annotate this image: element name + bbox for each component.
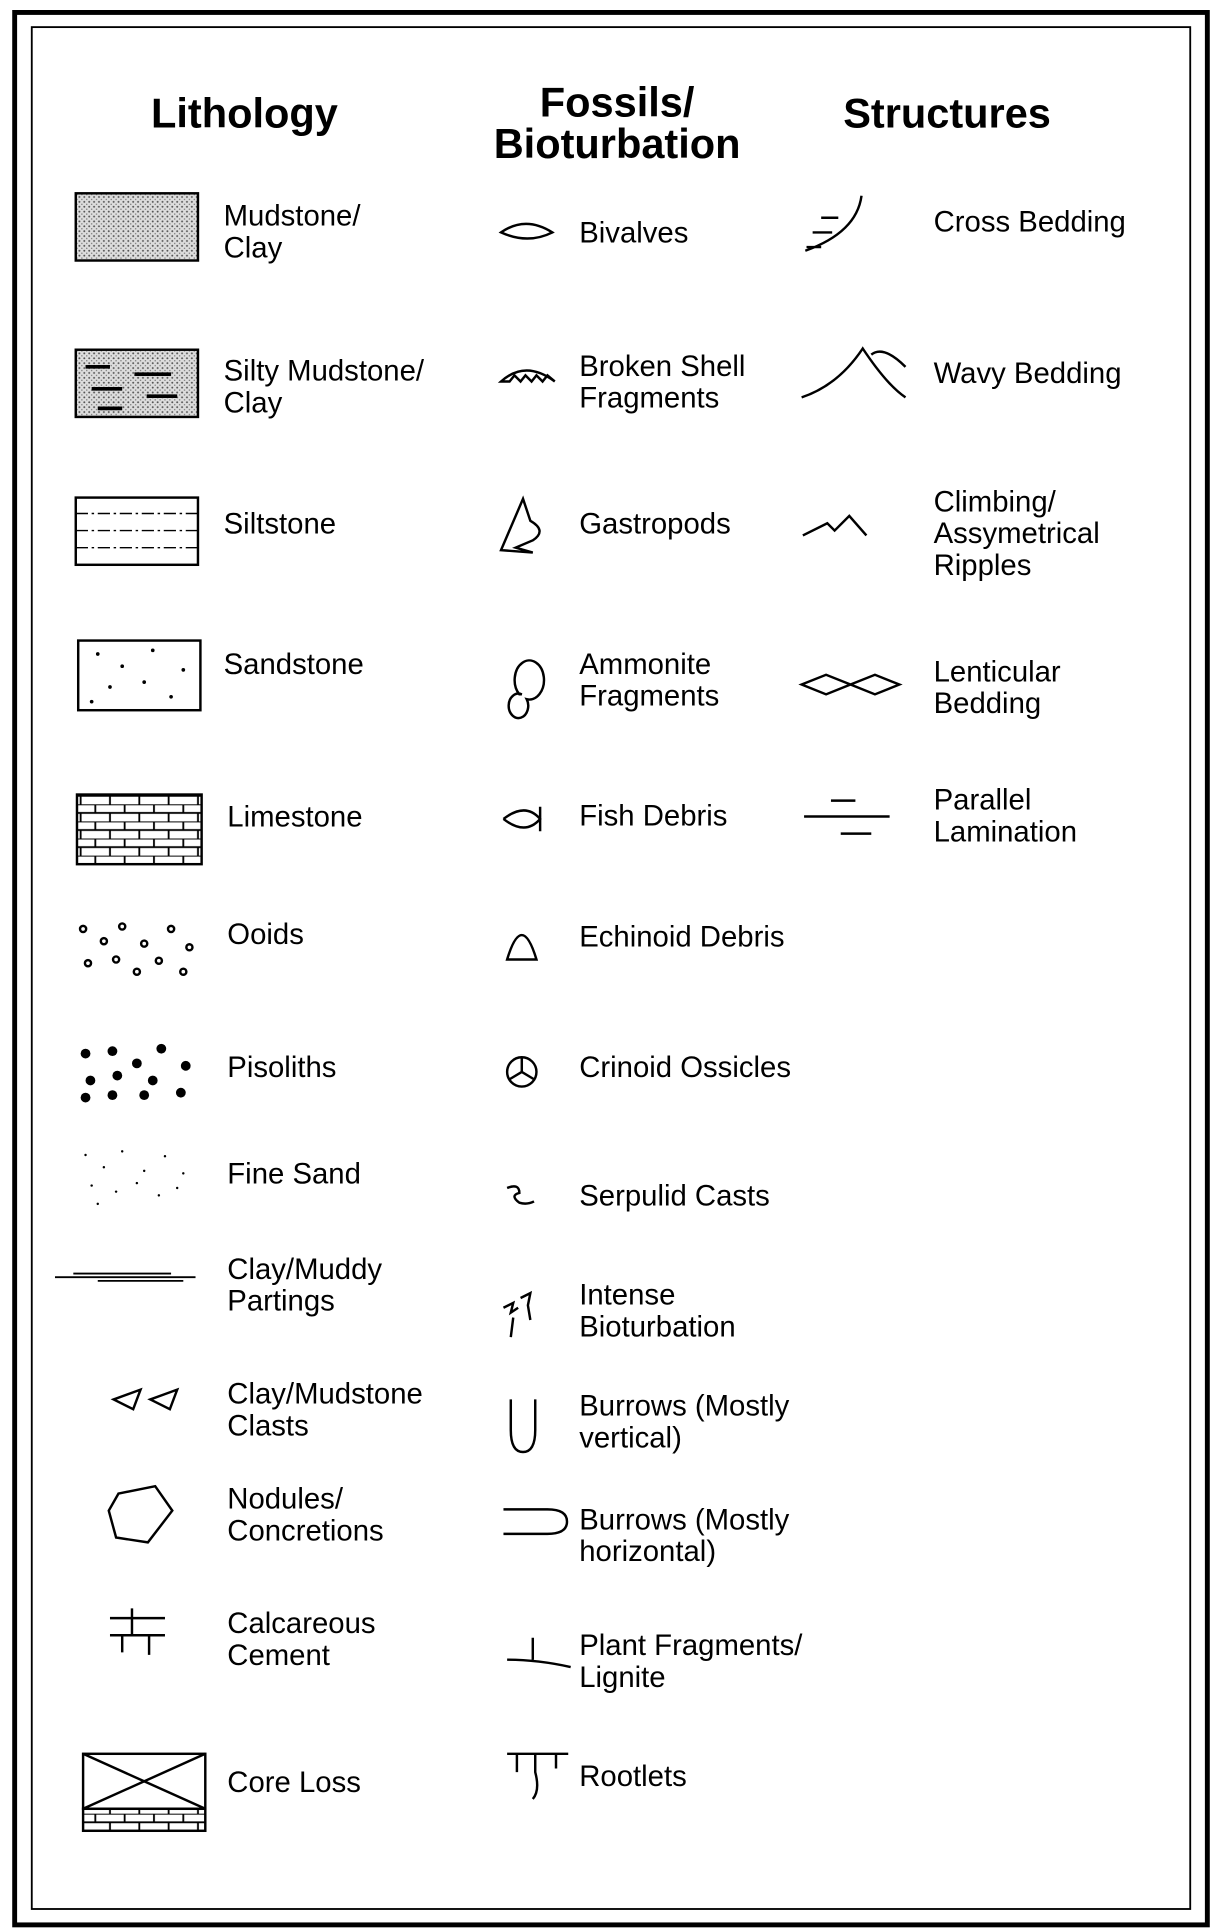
lithology-label: Clasts xyxy=(227,1409,308,1442)
lithology-label: Siltstone xyxy=(224,507,336,540)
lithology-label: Silty Mudstone/ xyxy=(224,355,425,388)
fossils-label: Lignite xyxy=(579,1661,665,1694)
lithology-label: Concretions xyxy=(227,1514,383,1547)
outer-border xyxy=(12,10,1210,1928)
lithology-label: Mudstone/ xyxy=(224,199,362,232)
structures-label: Bedding xyxy=(934,687,1042,720)
fossils-label: Bivalves xyxy=(579,217,688,250)
lithology-label: Ooids xyxy=(227,918,304,951)
lithology-label: Calcareous xyxy=(227,1607,375,1640)
lithology-label: Limestone xyxy=(227,801,362,834)
fossils-label: Fragments xyxy=(579,680,719,713)
structures-label: Parallel xyxy=(934,784,1032,817)
header-fossils: Fossils/ xyxy=(540,78,695,125)
structures-label: Climbing/ xyxy=(934,485,1057,518)
structures-label: Wavy Bedding xyxy=(934,357,1122,390)
lithology-label: Clay/Mudstone xyxy=(227,1378,423,1411)
header-structures: Structures xyxy=(843,89,1051,136)
fossils-label: Rootlets xyxy=(579,1760,687,1793)
inner-border xyxy=(30,26,1192,1910)
structures-label: Lenticular xyxy=(934,655,1061,688)
structures-label: Cross Bedding xyxy=(934,206,1126,239)
fossil-icons xyxy=(497,222,571,1800)
fossils-label: Serpulid Casts xyxy=(579,1180,770,1213)
fossils-label: horizontal) xyxy=(579,1535,716,1568)
fossils-label: Plant Fragments/ xyxy=(579,1629,803,1662)
lithology-label: Core Loss xyxy=(227,1766,361,1799)
fossils-label: Fish Debris xyxy=(579,799,727,832)
lithology-label: Clay/Muddy xyxy=(227,1253,382,1286)
structures-label: Assymetrical xyxy=(934,517,1100,550)
fossils-label: Fragments xyxy=(579,382,719,415)
fossils-label: Gastropods xyxy=(579,507,731,540)
fossils-label: Ammonite xyxy=(579,648,711,681)
structure-icons xyxy=(798,195,907,835)
header-lithology: Lithology xyxy=(151,89,338,136)
structures-label: Lamination xyxy=(934,815,1077,848)
fossils-label: Burrows (Mostly xyxy=(579,1503,789,1536)
fossils-label: Burrows (Mostly xyxy=(579,1390,789,1423)
fossils-label: Bioturbation xyxy=(579,1310,735,1343)
lithology-icons xyxy=(54,192,207,1833)
lithology-label: Fine Sand xyxy=(227,1158,361,1191)
lithology-label: Cement xyxy=(227,1639,330,1672)
fossils-label: Intense xyxy=(579,1279,675,1312)
fossils-label: Echinoid Debris xyxy=(579,920,784,953)
fossils-label: vertical) xyxy=(579,1421,682,1454)
lithology-label: Sandstone xyxy=(224,648,364,681)
fossils-label: Crinoid Ossicles xyxy=(579,1051,791,1084)
lithology-label: Pisoliths xyxy=(227,1051,336,1084)
lithology-label: Partings xyxy=(227,1285,335,1318)
structures-label: Ripples xyxy=(934,549,1032,582)
lithology-label: Clay xyxy=(224,386,283,419)
lithology-label: Clay xyxy=(224,231,283,264)
lithology-label: Nodules/ xyxy=(227,1483,344,1516)
fossils-label: Broken Shell xyxy=(579,350,745,383)
header-fossils: Bioturbation xyxy=(494,120,741,167)
